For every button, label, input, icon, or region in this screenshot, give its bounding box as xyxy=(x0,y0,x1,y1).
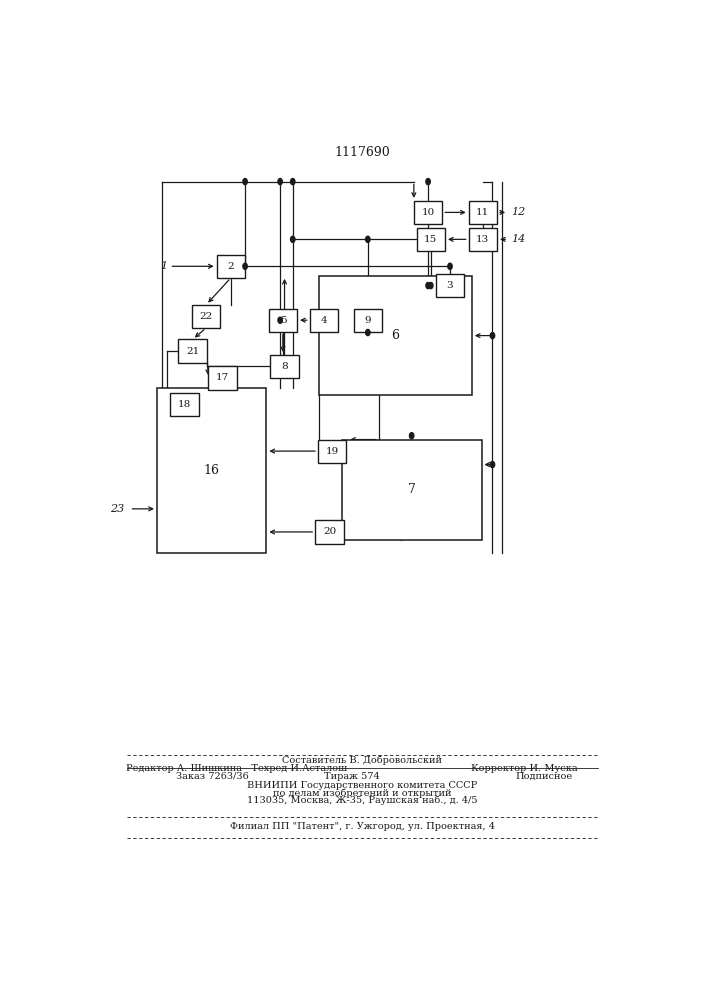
FancyBboxPatch shape xyxy=(436,274,464,297)
Circle shape xyxy=(291,179,295,185)
Text: Редактор А. Шишкина   Техред И.Асталош: Редактор А. Шишкина Техред И.Асталош xyxy=(126,764,347,773)
Circle shape xyxy=(366,236,370,242)
Text: Составитель В. Добровольский: Составитель В. Добровольский xyxy=(282,756,443,765)
Text: Заказ 7263/36: Заказ 7263/36 xyxy=(176,772,249,781)
Text: 9: 9 xyxy=(365,316,371,325)
Text: 5: 5 xyxy=(279,316,286,325)
Text: 11: 11 xyxy=(477,208,489,217)
Circle shape xyxy=(291,236,295,242)
Circle shape xyxy=(243,179,247,185)
FancyBboxPatch shape xyxy=(315,520,344,544)
Circle shape xyxy=(490,461,495,468)
Text: 13: 13 xyxy=(477,235,489,244)
FancyBboxPatch shape xyxy=(270,355,299,378)
Text: 7: 7 xyxy=(408,483,416,496)
FancyBboxPatch shape xyxy=(354,309,382,332)
FancyBboxPatch shape xyxy=(269,309,297,332)
FancyBboxPatch shape xyxy=(469,228,497,251)
FancyBboxPatch shape xyxy=(310,309,338,332)
FancyBboxPatch shape xyxy=(157,388,267,553)
FancyBboxPatch shape xyxy=(319,276,472,395)
FancyBboxPatch shape xyxy=(192,305,221,328)
Circle shape xyxy=(409,433,414,439)
Circle shape xyxy=(366,329,370,336)
FancyBboxPatch shape xyxy=(178,339,206,363)
Text: 2: 2 xyxy=(228,262,234,271)
Circle shape xyxy=(243,263,247,269)
FancyBboxPatch shape xyxy=(170,393,199,416)
Text: 17: 17 xyxy=(216,373,229,382)
Text: 22: 22 xyxy=(199,312,213,321)
Text: 16: 16 xyxy=(204,464,220,477)
Circle shape xyxy=(426,282,431,289)
Text: 14: 14 xyxy=(511,234,525,244)
Text: 10: 10 xyxy=(421,208,435,217)
Text: 1: 1 xyxy=(160,261,168,271)
Circle shape xyxy=(426,179,431,185)
Text: 3: 3 xyxy=(447,281,453,290)
Text: 19: 19 xyxy=(326,447,339,456)
Circle shape xyxy=(428,282,433,289)
Text: 6: 6 xyxy=(391,329,399,342)
Text: Подписное: Подписное xyxy=(516,772,573,781)
Text: 20: 20 xyxy=(323,527,336,536)
FancyBboxPatch shape xyxy=(209,366,237,389)
FancyBboxPatch shape xyxy=(469,201,497,224)
Circle shape xyxy=(278,179,282,185)
Text: 8: 8 xyxy=(281,362,288,371)
FancyBboxPatch shape xyxy=(318,440,346,463)
Circle shape xyxy=(448,263,452,269)
Text: 23: 23 xyxy=(110,504,124,514)
Circle shape xyxy=(278,317,282,323)
Text: 12: 12 xyxy=(511,207,525,217)
Text: Филиал ПП "Патент", г. Ужгород, ул. Проектная, 4: Филиал ПП "Патент", г. Ужгород, ул. Прое… xyxy=(230,822,495,831)
Text: 113035, Москва, Ж-35, Раушская наб., д. 4/5: 113035, Москва, Ж-35, Раушская наб., д. … xyxy=(247,796,478,805)
FancyBboxPatch shape xyxy=(216,255,245,278)
FancyBboxPatch shape xyxy=(341,440,481,540)
FancyBboxPatch shape xyxy=(414,201,443,224)
Text: 18: 18 xyxy=(177,400,191,409)
Text: Тираж 574: Тираж 574 xyxy=(324,772,380,781)
Text: Корректор И. Муска: Корректор И. Муска xyxy=(471,764,578,773)
Text: ВНИИПИ Государственного комитета СССР: ВНИИПИ Государственного комитета СССР xyxy=(247,781,477,790)
Circle shape xyxy=(490,333,495,339)
Text: 4: 4 xyxy=(321,316,327,325)
Text: 21: 21 xyxy=(186,347,199,356)
FancyBboxPatch shape xyxy=(416,228,445,251)
Text: 15: 15 xyxy=(424,235,438,244)
Text: 1117690: 1117690 xyxy=(334,146,390,159)
Text: по делам изобретений и открытий: по делам изобретений и открытий xyxy=(273,788,452,798)
